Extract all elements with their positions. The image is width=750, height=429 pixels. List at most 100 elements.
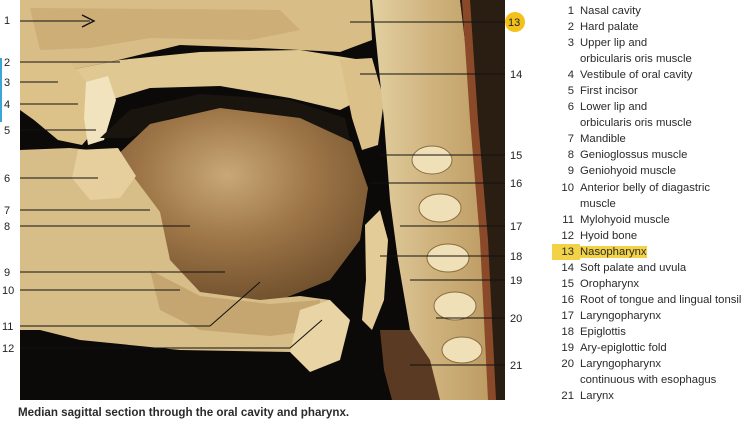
fig-num-20: 20: [510, 313, 522, 325]
legend-number: 7: [567, 133, 574, 146]
legend-number: 2: [567, 21, 574, 34]
fig-num-9: 9: [4, 267, 10, 279]
fig-num-5: 5: [4, 125, 10, 137]
fig-num-15: 15: [510, 150, 522, 162]
tongue: [112, 108, 368, 300]
fig-num-2: 2: [4, 57, 10, 69]
legend-item: 17 Laryngopharynx: [552, 308, 748, 324]
legend-label: Hyoid bone: [580, 228, 748, 244]
fig-num-21: 21: [510, 360, 522, 372]
legend-label-text: Vestibule of oral cavity: [580, 69, 693, 82]
legend-label-text: Larynx: [580, 390, 614, 403]
legend-label: Laryngopharynx continuous with esophagus: [580, 356, 748, 388]
legend-label-text: Lower lip and orbicularis oris muscle: [580, 101, 692, 130]
legend-label: Laryngopharynx: [580, 308, 748, 324]
legend-label-text: Oropharynx: [580, 277, 640, 290]
legend-label: Root of tongue and lingual tonsil: [580, 292, 748, 308]
legend-number: 3: [567, 37, 574, 50]
legend-label-text: Geniohyoid muscle: [580, 165, 677, 178]
legend-label: Upper lip and orbicularis oris muscle: [580, 35, 748, 67]
legend-number: 11: [562, 213, 574, 226]
fig-num-13: 13: [508, 17, 520, 29]
legend-label-text: Nasopharynx: [580, 245, 647, 258]
leader-lines: [20, 20, 505, 366]
fig-num-19: 19: [510, 275, 522, 287]
legend-label: Larynx: [580, 388, 748, 404]
legend-item: 7 Mandible: [552, 131, 748, 147]
legend-item: 16 Root of tongue and lingual tonsil: [552, 292, 748, 308]
legend-number: 18: [561, 325, 574, 338]
fig-num-4: 4: [4, 99, 10, 111]
legend-item: 9 Geniohyoid muscle: [552, 163, 748, 179]
legend-label: Nasal cavity: [580, 3, 748, 19]
legend-label: Ary-epiglottic fold: [580, 340, 748, 356]
legend-item: 15 Oropharynx: [552, 276, 748, 292]
margin-marker: [0, 58, 2, 122]
legend-number: 4: [567, 69, 574, 82]
legend: 1 Nasal cavity 2 Hard palate 3 Upper lip and …: [552, 3, 748, 404]
legend-item: 3 Upper lip and orbicularis oris muscle: [552, 35, 748, 67]
legend-label-text: Hyoid bone: [580, 229, 638, 242]
floor-muscles: [150, 270, 320, 336]
legend-item: 20 Laryngopharynx continuous with esophag…: [552, 356, 748, 388]
legend-number: 6: [567, 101, 574, 114]
legend-label: Anterior belly of diagastric muscle: [580, 180, 748, 212]
fig-num-17: 17: [510, 221, 522, 233]
soft-palate: [340, 58, 384, 150]
legend-number: 20: [561, 358, 574, 371]
legend-label: Mylohyoid muscle: [580, 212, 748, 228]
fig-num-7: 7: [4, 205, 10, 217]
legend-number: 10: [561, 181, 574, 194]
upper-lip: [20, 60, 95, 145]
hyoid: [290, 300, 350, 372]
legend-item: 14 Soft palate and uvula: [552, 260, 748, 276]
legend-item: 5 First incisor: [552, 83, 748, 99]
legend-item: 10 Anterior belly of diagastric muscle: [552, 180, 748, 212]
legend-number: 15: [561, 277, 574, 290]
legend-label-text: First incisor: [580, 85, 638, 98]
legend-number: 13: [552, 243, 580, 260]
legend-label: Oropharynx: [580, 276, 748, 292]
legend-label: Soft palate and uvula: [580, 260, 748, 276]
legend-item: 8 Genioglossus muscle: [552, 147, 748, 163]
spinal-cord: [462, 0, 496, 400]
fig-num-11: 11: [2, 321, 13, 333]
lower-lip: [72, 148, 136, 200]
legend-item: 6 Lower lip and orbicularis oris muscle: [552, 99, 748, 131]
hard-palate: [60, 50, 370, 118]
legend-number: 16: [561, 293, 574, 306]
legend-label-text: Root of tongue and lingual tonsil: [580, 293, 742, 306]
legend-label: First incisor: [580, 83, 748, 99]
legend-label-text: Mandible: [580, 133, 626, 146]
legend-label-text: Nasal cavity: [580, 5, 641, 17]
legend-item: 4 Vestibule of oral cavity: [552, 67, 748, 83]
legend-label-text: Anterior belly of diagastric muscle: [580, 181, 710, 210]
legend-label-text: Laryngopharynx continuous with esophagus: [580, 358, 717, 387]
legend-label: Epiglottis: [580, 324, 748, 340]
legend-label-text: Laryngopharynx: [580, 309, 662, 322]
legend-label: Nasopharynx: [580, 244, 748, 260]
legend-label: Mandible: [580, 131, 748, 147]
fig-num-18: 18: [510, 251, 522, 263]
legend-number: 9: [567, 165, 574, 178]
fig-num-1: 1: [4, 15, 10, 27]
legend-label: Lower lip and orbicularis oris muscle: [580, 99, 748, 131]
nasal-cavity-upper: [30, 8, 300, 50]
epiglottis: [362, 210, 388, 330]
incisor: [84, 76, 116, 145]
legend-label: Vestibule of oral cavity: [580, 67, 748, 83]
legend-item: 11 Mylohyoid muscle: [552, 212, 748, 228]
legend-label-text: Genioglossus muscle: [580, 149, 688, 162]
left-numbers: 1 2 3 4 5 6 7 8 9 10 11 12: [2, 15, 14, 355]
vertebrae: [411, 145, 483, 364]
fig-num-8: 8: [4, 221, 10, 233]
legend-number: 1: [567, 5, 574, 17]
legend-label: Genioglossus muscle: [580, 147, 748, 163]
legend-label-text: Upper lip and orbicularis oris muscle: [580, 37, 692, 66]
fig-num-10: 10: [2, 285, 14, 297]
figure-caption: Median sagittal section through the oral…: [18, 406, 350, 419]
fig-num-12: 12: [2, 343, 14, 355]
legend-label-text: Hard palate: [580, 21, 639, 34]
legend-number: 21: [561, 390, 574, 403]
legend-label-text: Epiglottis: [580, 325, 626, 338]
